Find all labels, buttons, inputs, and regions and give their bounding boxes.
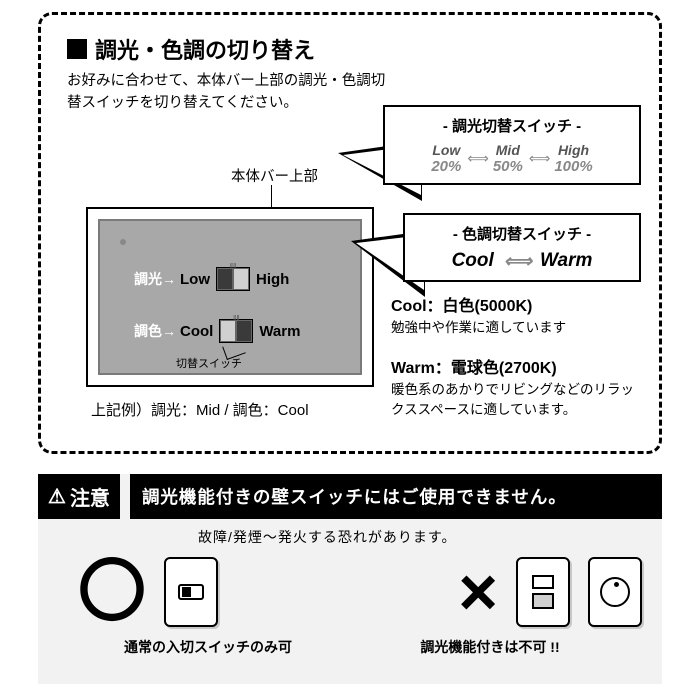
device-inner: 調光→ Low ‖‖ High 調色→ Cool ‖‖ Warm [98,219,362,375]
cool-info: Cool：白色(5000K) 勉強中や作業に適しています [391,295,639,338]
example-caption: 上記例）調光：Mid / 調色：Cool [91,399,309,420]
screw-dot-icon [120,239,126,245]
level-name: High [554,142,592,158]
caution-title: 調光機能付きの壁スイッチにはご使用できません。 [130,474,662,519]
section-title: 調光・色調の切り替え [95,33,315,65]
level-name: Mid [493,142,523,158]
level-mid: Mid 50% [493,142,523,175]
warm-info-head: Warm：電球色(2700K) [391,357,639,380]
normal-switch-icon [164,557,218,627]
ng-cross-icon: × [458,558,498,626]
switch-pos-left [220,320,236,342]
ok-circle-icon: 〇 [78,558,146,626]
dimmer-slot-icon [532,575,554,589]
warm-info-sub: 暖色系のあかりでリビングなどのリラックススペースに適しています。 [391,380,639,419]
ng-label: 調光機能付きは不可 !! [338,637,642,657]
color-switch-icon: ‖‖ [219,319,253,343]
color-right-label: Warm [259,323,300,340]
dim-right-label: High [256,271,289,288]
dimmer-switch-icon [516,557,570,627]
level-value: 50% [493,158,523,175]
rotary-switch-icon [588,557,642,627]
cool-info-sub: 勉強中や作業に適しています [391,318,639,338]
toggle-knob-icon [178,584,204,600]
caution-badge: ⚠ 注意 [38,474,120,519]
dim-arrow-label: 調光→ [134,269,176,289]
caution-switch-row: 〇 × [38,551,662,627]
caution-labels: 通常の入切スイッチのみ可 調光機能付きは不可 !! [38,627,662,657]
color-warm: Warm [540,250,592,272]
double-arrow-icon: ⇐⇒ [529,150,548,167]
dimming-callout-title: - 調光切替スイッチ - [397,115,627,136]
color-options: Cool ⇐⇒ Warm [417,250,627,272]
cool-info-head: Cool：白色(5000K) [391,295,639,318]
rotary-dial-icon [600,577,630,607]
color-callout: - 色調切替スイッチ - Cool ⇐⇒ Warm [403,213,641,282]
caution-subtitle: 故障/発煙～発火する恐れがあります。 [38,519,662,551]
double-arrow-icon: ⇐⇒ [467,150,486,167]
dimming-callout: - 調光切替スイッチ - Low 20% ⇐⇒ Mid 50% ⇐⇒ High … [383,105,641,185]
ok-label: 通常の入切スイッチのみ可 [78,637,338,657]
dimming-levels: Low 20% ⇐⇒ Mid 50% ⇐⇒ High 100% [397,142,627,175]
switch-desc-leader [222,340,246,360]
bar-top-label: 本体バー上部 [231,165,318,186]
color-arrow-label: 調色→ [134,321,176,341]
color-left-label: Cool [180,323,213,340]
warm-info: Warm：電球色(2700K) 暖色系のあかりでリビングなどのリラックススペース… [391,357,639,419]
color-switch-row: 調色→ Cool ‖‖ Warm [134,319,300,343]
switch-pos-right [233,268,249,290]
title-square-icon [67,39,87,59]
device-illustration: 調光→ Low ‖‖ High 調色→ Cool ‖‖ Warm [86,207,374,387]
title-row: 調光・色調の切り替え [67,33,641,65]
level-name: Low [431,142,461,158]
level-value: 20% [431,158,461,175]
color-cool: Cool [452,250,494,272]
dimming-switch-row: 調光→ Low ‖‖ High [134,267,289,291]
bar-label-leader [271,185,272,209]
level-high: High 100% [554,142,592,175]
main-panel: 調光・色調の切り替え お好みに合わせて、本体バー上部の調光・色調切替スイッチを切… [38,12,662,454]
caution-panel: ⚠ 注意 調光機能付きの壁スイッチにはご使用できません。 故障/発煙～発火する恐… [38,474,662,684]
level-value: 100% [554,158,592,175]
double-arrow-icon: ⇐⇒ [504,251,530,272]
switch-pos-right [236,320,252,342]
warning-triangle-icon: ⚠ [48,484,66,509]
caution-badge-text: 注意 [70,482,110,511]
color-callout-title: - 色調切替スイッチ - [417,223,627,244]
dim-switch-icon: ‖‖ [216,267,250,291]
dim-left-label: Low [180,271,210,288]
switch-pos-left [217,268,233,290]
level-low: Low 20% [431,142,461,175]
dimmer-slider-icon [532,593,554,609]
section-subtitle: お好みに合わせて、本体バー上部の調光・色調切替スイッチを切り替えてください。 [67,71,387,115]
caution-header: ⚠ 注意 調光機能付きの壁スイッチにはご使用できません。 [38,474,662,519]
